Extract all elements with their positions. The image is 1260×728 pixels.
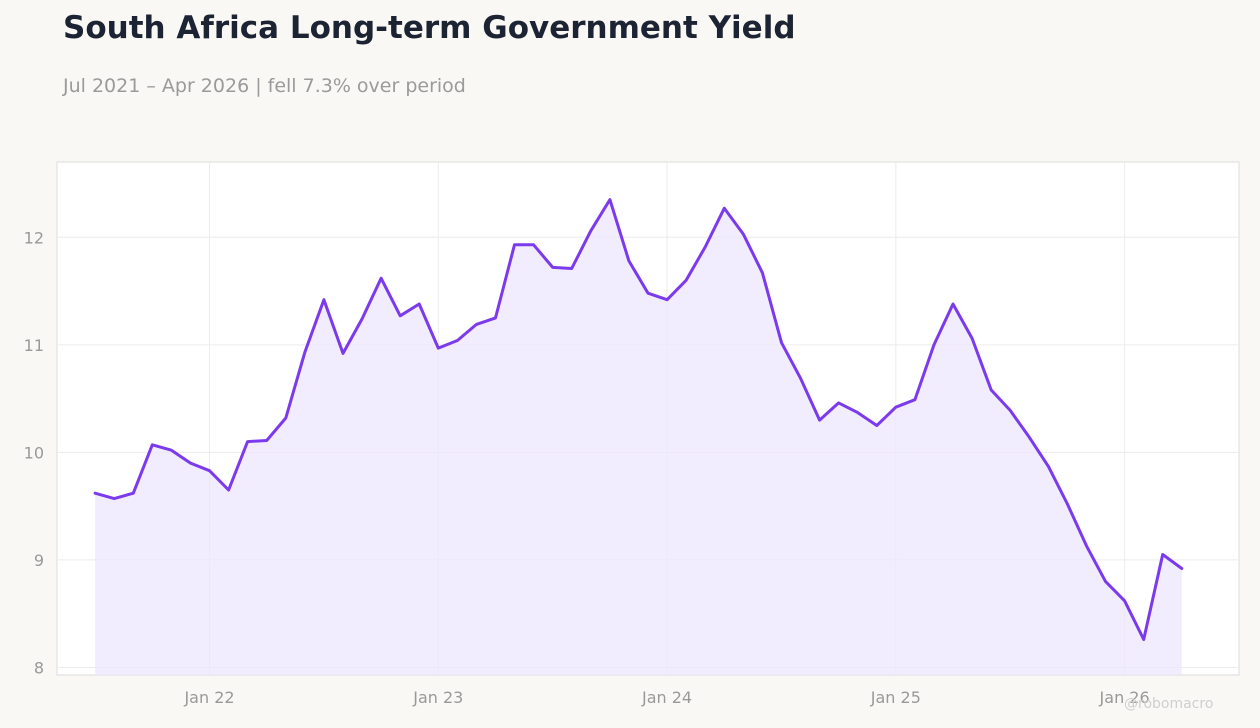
x-tick-label: Jan 25 (870, 688, 921, 707)
x-tick-label: Jan 24 (641, 688, 692, 707)
yield-area-fill (95, 199, 1182, 675)
chart-subtitle: Jul 2021 – Apr 2026 | fell 7.3% over per… (63, 75, 466, 97)
watermark: @robomacro (1124, 696, 1214, 712)
y-tick-label: 9 (34, 551, 44, 570)
x-tick-label: Jan 22 (183, 688, 234, 707)
x-tick-label: Jan 26 (1099, 688, 1150, 707)
y-tick-label: 12 (24, 228, 44, 247)
x-tick-label: Jan 23 (412, 688, 463, 707)
y-axis-ticks: 8 9 10 11 12 (24, 228, 44, 677)
y-tick-label: 11 (24, 336, 44, 355)
y-tick-label: 8 (34, 658, 44, 677)
y-tick-label: 10 (24, 443, 44, 462)
chart-title: South Africa Long-term Government Yield (63, 10, 796, 46)
yield-series-line (93, 198, 1184, 641)
x-axis-ticks: Jan 22 Jan 23 Jan 24 Jan 25 Jan 26 (183, 688, 1149, 707)
